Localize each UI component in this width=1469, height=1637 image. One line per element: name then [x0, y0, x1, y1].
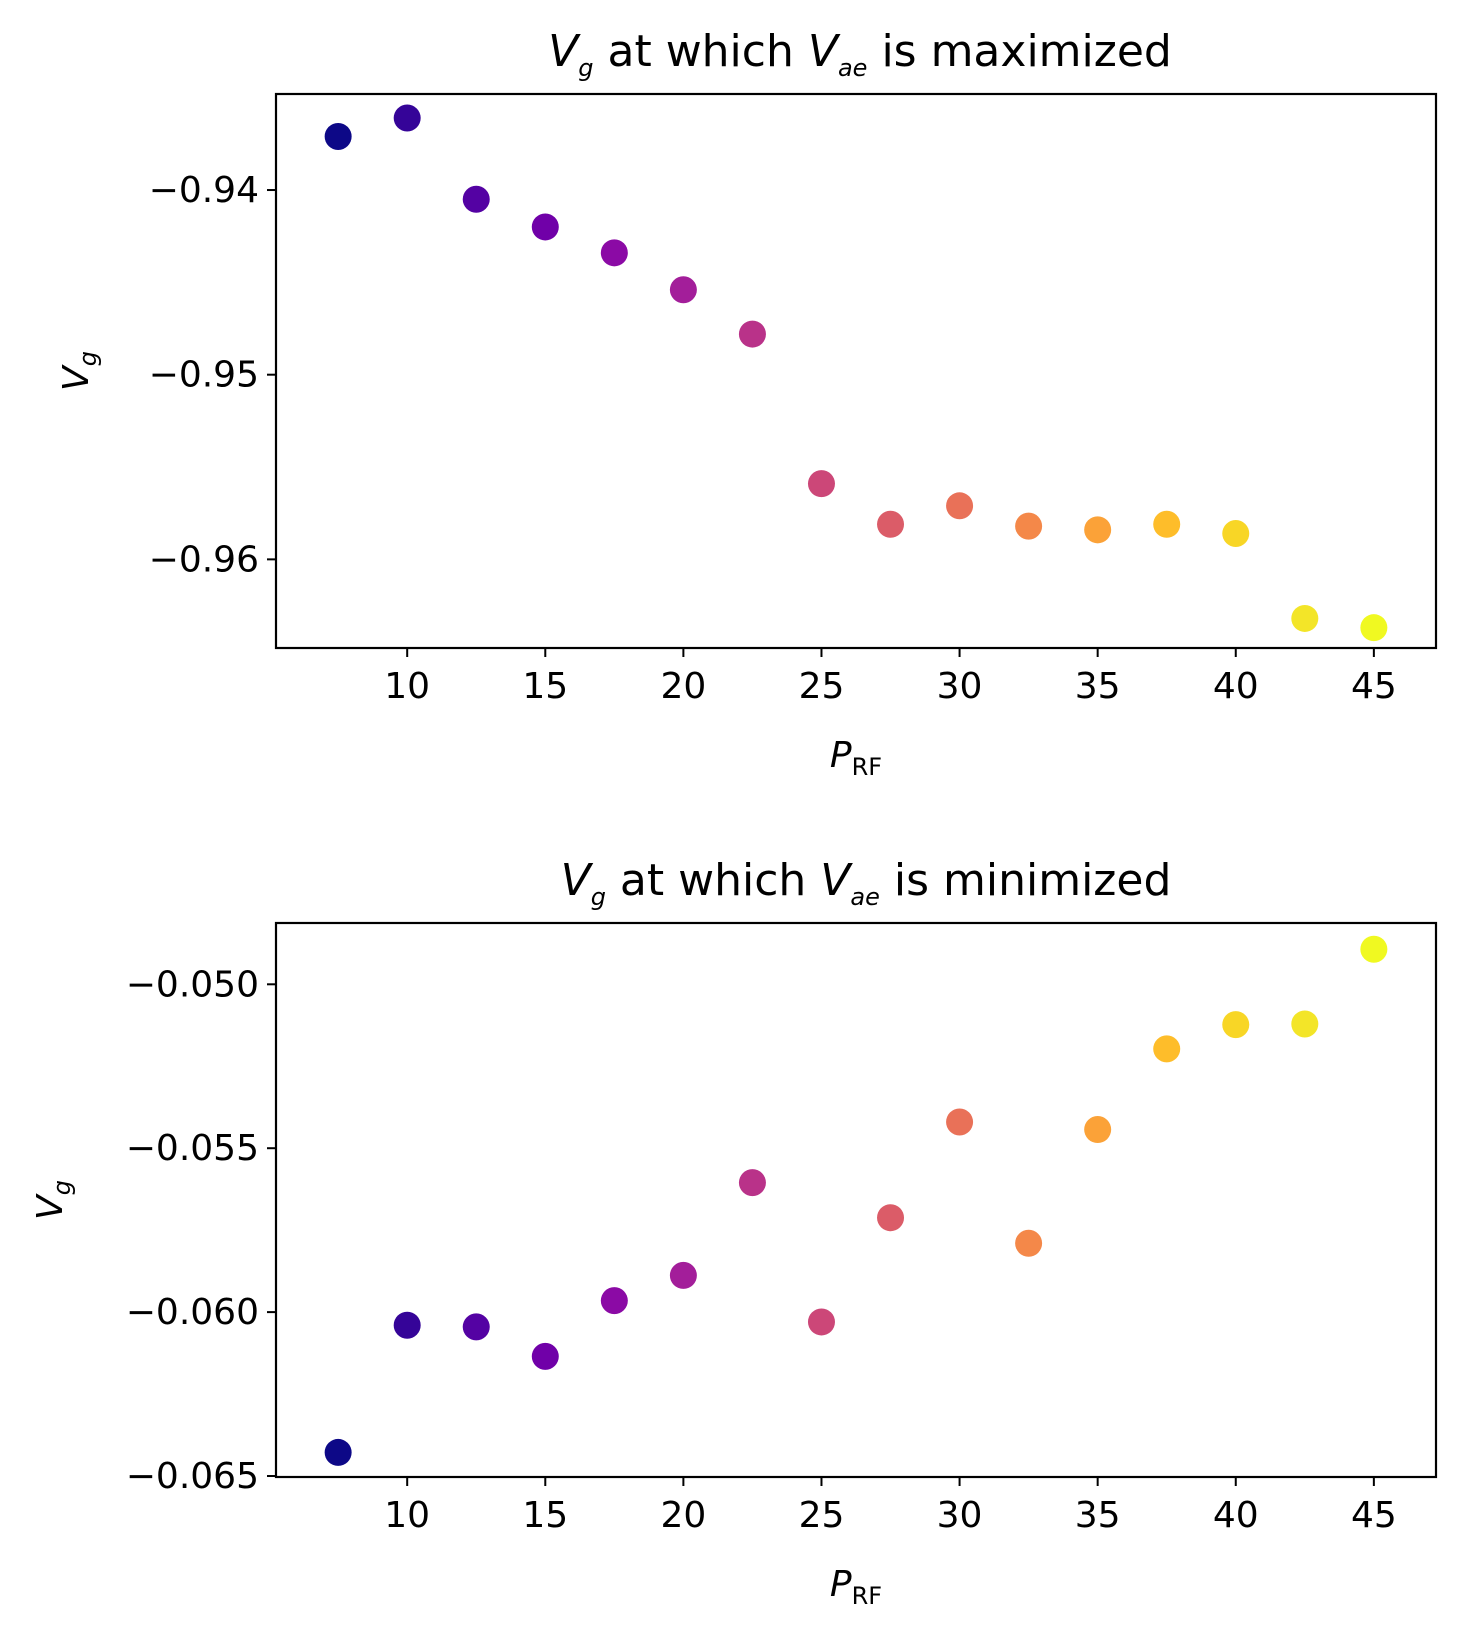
data-point — [1360, 614, 1388, 642]
y-tick-label: −0.060 — [126, 1292, 259, 1333]
data-point — [1222, 520, 1250, 548]
x-tick-label: 25 — [799, 666, 845, 707]
data-point — [531, 1342, 559, 1370]
y-tick-label: −0.95 — [149, 355, 259, 396]
x-tick-label: 40 — [1213, 666, 1259, 707]
data-point — [1291, 604, 1319, 632]
x-tick-label: 45 — [1351, 1495, 1397, 1536]
x-tick-label: 25 — [799, 1495, 845, 1536]
chart-panel-minimized: Vg at which Vae is minimized 10 15 20 25 30 3… — [30, 855, 1438, 1610]
y-tick-label: −0.96 — [149, 539, 259, 580]
data-point — [600, 1287, 628, 1315]
data-point — [738, 1169, 766, 1197]
x-ticks: 10 15 20 25 30 35 40 45 — [384, 648, 1397, 707]
data-point — [531, 213, 559, 241]
y-tick-label: −0.065 — [126, 1456, 259, 1497]
data-point — [462, 185, 490, 213]
x-axis-label: PRF — [830, 1564, 882, 1610]
data-point — [1084, 1116, 1112, 1144]
data-point — [946, 1108, 974, 1136]
y-axis-label: Vg — [30, 1180, 76, 1220]
y-axis-label: Vg — [56, 351, 102, 391]
x-tick-label: 10 — [384, 666, 430, 707]
data-point — [1360, 935, 1388, 963]
x-tick-label: 35 — [1075, 1495, 1121, 1536]
data-point — [807, 470, 835, 498]
data-point — [1291, 1010, 1319, 1038]
data-point — [1222, 1011, 1250, 1039]
chart-title: Vg at which Vae is minimized — [561, 855, 1172, 911]
data-point — [669, 276, 697, 304]
data-point — [669, 1261, 697, 1289]
data-point — [1153, 1035, 1181, 1063]
data-point — [1015, 512, 1043, 540]
scatter-points — [324, 104, 1388, 642]
data-point — [600, 239, 628, 267]
data-point — [1153, 510, 1181, 538]
plot-frame — [274, 92, 1438, 650]
y-tick-label: −0.055 — [126, 1128, 259, 1169]
x-tick-label: 45 — [1351, 666, 1397, 707]
x-tick-label: 15 — [522, 1495, 568, 1536]
data-point — [462, 1313, 490, 1341]
chart-title: Vg at which Vae is maximized — [548, 26, 1172, 82]
x-tick-label: 30 — [937, 666, 983, 707]
y-tick-label: −0.050 — [126, 964, 259, 1005]
data-point — [324, 122, 352, 150]
scatter-points — [324, 935, 1388, 1466]
data-point — [877, 1204, 905, 1232]
x-tick-label: 40 — [1213, 1495, 1259, 1536]
y-ticks: −0.94 −0.95 −0.96 — [149, 170, 276, 580]
data-point — [393, 1311, 421, 1339]
x-tick-label: 10 — [384, 1495, 430, 1536]
x-tick-label: 35 — [1075, 666, 1121, 707]
x-tick-label: 15 — [522, 666, 568, 707]
data-point — [1015, 1229, 1043, 1257]
x-tick-label: 30 — [937, 1495, 983, 1536]
data-point — [877, 510, 905, 538]
data-point — [738, 320, 766, 348]
x-ticks: 10 15 20 25 30 35 40 45 — [384, 1477, 1397, 1536]
data-point — [1084, 516, 1112, 544]
data-point — [807, 1308, 835, 1336]
y-ticks: −0.050 −0.055 −0.060 −0.065 — [126, 964, 276, 1497]
data-point — [393, 104, 421, 132]
plot-frame — [274, 921, 1438, 1479]
data-point — [946, 492, 974, 520]
x-tick-label: 20 — [660, 666, 706, 707]
x-axis-label: PRF — [830, 735, 882, 781]
y-tick-label: −0.94 — [149, 170, 259, 211]
data-point — [324, 1438, 352, 1466]
x-tick-label: 20 — [660, 1495, 706, 1536]
chart-panel-maximized: Vg at which Vae is maximized 10 15 20 25 30 3… — [56, 26, 1438, 781]
